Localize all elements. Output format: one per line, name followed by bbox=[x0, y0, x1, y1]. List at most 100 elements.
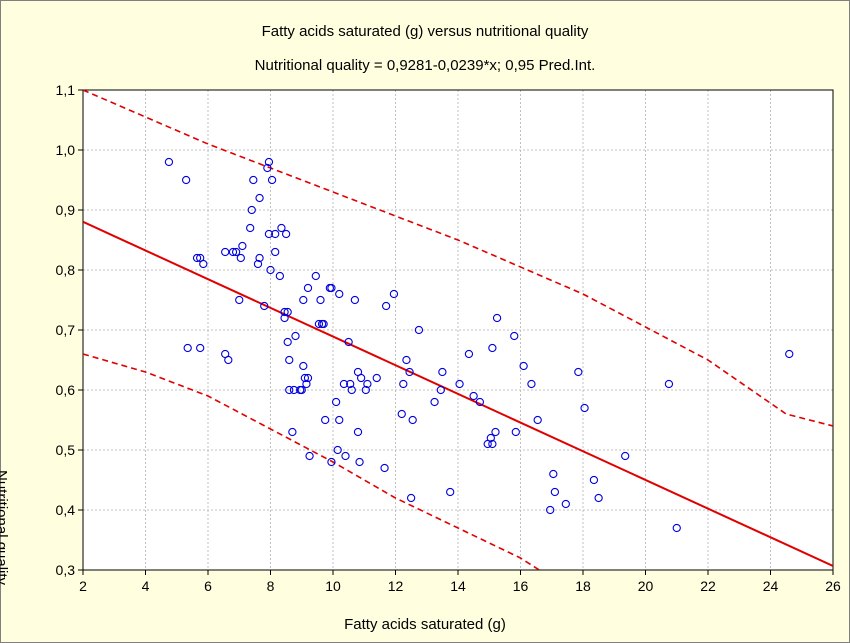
data-point bbox=[260, 301, 269, 311]
data-point bbox=[594, 493, 603, 503]
data-point bbox=[275, 271, 285, 281]
data-point bbox=[397, 409, 406, 419]
data-point bbox=[299, 295, 308, 305]
data-point bbox=[491, 427, 500, 437]
data-point bbox=[199, 259, 208, 269]
data-point bbox=[291, 331, 300, 341]
data-point bbox=[486, 433, 495, 443]
data-point bbox=[380, 463, 389, 473]
x-tick-label: 20 bbox=[638, 578, 654, 594]
data-point bbox=[492, 313, 502, 323]
y-tick-label: 0,9 bbox=[56, 202, 76, 218]
data-point bbox=[561, 499, 570, 509]
chart-subtitle: Nutritional quality = 0,9281-0,0239*x; 0… bbox=[254, 57, 596, 74]
data-point bbox=[350, 295, 360, 305]
data-point bbox=[267, 175, 277, 185]
data-point bbox=[372, 373, 381, 383]
data-point bbox=[335, 415, 344, 425]
data-point bbox=[277, 223, 286, 233]
y-tick-label: 1,0 bbox=[56, 142, 76, 158]
chart-title: Fatty acids saturated (g) versus nutriti… bbox=[261, 23, 589, 40]
data-point bbox=[408, 415, 417, 425]
data-point bbox=[333, 445, 342, 455]
data-point bbox=[264, 229, 274, 239]
data-point bbox=[621, 451, 630, 461]
x-axis-label: Fatty acids saturated (g) bbox=[344, 616, 506, 633]
data-point bbox=[249, 175, 258, 185]
data-point bbox=[266, 265, 275, 275]
data-point bbox=[339, 379, 349, 389]
x-tick-label: 16 bbox=[513, 578, 529, 594]
data-point bbox=[469, 391, 478, 401]
data-point bbox=[181, 175, 191, 185]
y-tick-label: 0,7 bbox=[56, 322, 76, 338]
data-point bbox=[361, 385, 370, 395]
x-tick-label: 12 bbox=[388, 578, 404, 594]
x-tick-label: 22 bbox=[700, 578, 716, 594]
data-point bbox=[464, 349, 474, 359]
data-point bbox=[253, 259, 263, 269]
data-point bbox=[314, 319, 324, 329]
data-point bbox=[550, 487, 560, 497]
data-point bbox=[255, 193, 264, 203]
data-point bbox=[589, 475, 599, 485]
data-point bbox=[389, 289, 399, 299]
data-point bbox=[414, 325, 424, 335]
data-point bbox=[475, 397, 485, 407]
data-point bbox=[519, 361, 528, 371]
data-point bbox=[300, 373, 310, 383]
upper-prediction-band bbox=[83, 90, 833, 427]
data-point bbox=[405, 367, 414, 377]
data-point bbox=[327, 457, 336, 467]
data-point bbox=[285, 385, 294, 395]
data-point bbox=[785, 349, 794, 359]
data-point bbox=[574, 367, 583, 377]
data-point bbox=[264, 157, 274, 167]
data-point bbox=[192, 253, 202, 263]
lower-prediction-band bbox=[83, 353, 540, 570]
data-point bbox=[303, 283, 313, 293]
data-point bbox=[303, 373, 313, 383]
data-point bbox=[344, 337, 353, 347]
data-point bbox=[224, 355, 233, 365]
data-point bbox=[247, 205, 256, 215]
data-point bbox=[288, 427, 297, 437]
data-point bbox=[280, 307, 289, 317]
y-tick-label: 0,5 bbox=[56, 442, 76, 458]
data-point bbox=[285, 355, 294, 365]
data-point bbox=[546, 505, 555, 515]
x-tick-label: 26 bbox=[825, 578, 841, 594]
data-point bbox=[533, 415, 542, 425]
data-point bbox=[331, 397, 341, 407]
data-point bbox=[319, 319, 328, 329]
data-point bbox=[289, 385, 299, 395]
data-point bbox=[299, 361, 308, 371]
data-point bbox=[281, 229, 291, 239]
data-point bbox=[341, 451, 350, 461]
data-point bbox=[347, 385, 356, 395]
data-point bbox=[283, 337, 292, 347]
data-point bbox=[327, 283, 336, 293]
data-point bbox=[455, 379, 464, 389]
data-point bbox=[271, 247, 280, 257]
data-point bbox=[235, 295, 244, 305]
x-tick-label: 18 bbox=[575, 578, 591, 594]
data-point bbox=[335, 289, 344, 299]
data-point bbox=[488, 343, 497, 353]
data-point bbox=[321, 415, 330, 425]
data-point bbox=[430, 397, 439, 407]
data-point bbox=[221, 247, 230, 257]
data-point bbox=[664, 379, 674, 389]
data-point bbox=[316, 295, 325, 305]
data-point bbox=[527, 379, 536, 389]
data-point bbox=[238, 241, 247, 251]
data-point bbox=[271, 229, 280, 239]
regression-line bbox=[83, 220, 833, 567]
data-point bbox=[246, 223, 255, 233]
data-point bbox=[436, 385, 445, 395]
data-point bbox=[183, 343, 192, 353]
y-tick-label: 0,4 bbox=[56, 502, 76, 518]
data-point bbox=[255, 253, 264, 263]
x-tick-label: 4 bbox=[142, 578, 150, 594]
